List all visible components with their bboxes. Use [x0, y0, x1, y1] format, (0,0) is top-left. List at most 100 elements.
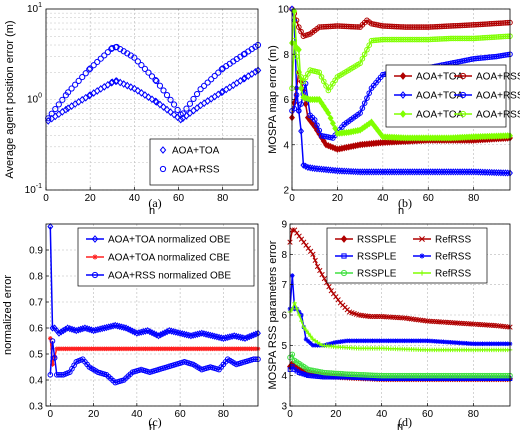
data-point	[156, 100, 164, 109]
data-point	[364, 95, 370, 101]
legend-label: AOA+TOA normalized CBE	[108, 253, 230, 264]
data-point	[157, 331, 164, 339]
data-point	[326, 284, 332, 290]
data-point	[200, 99, 208, 108]
legend-item: RefRSS	[413, 269, 471, 280]
data-point	[296, 233, 302, 239]
data-point	[345, 167, 352, 175]
data-point	[370, 168, 377, 176]
data-point	[366, 42, 373, 49]
y-tick-label: 0.7	[29, 298, 43, 309]
legend-item: AOA+TOA	[394, 110, 464, 121]
data-point	[75, 326, 82, 334]
data-point	[79, 73, 86, 81]
data-point	[328, 341, 334, 346]
data-point	[366, 168, 373, 176]
data-point	[359, 105, 366, 111]
data-point	[402, 168, 409, 176]
data-point	[366, 90, 373, 96]
legend: RSSPLE RefRSS RSSPLE RefRSS RSSPLE RefRSS	[326, 227, 488, 284]
x-tick-label: 0	[287, 409, 293, 420]
legend-item: AOA+RSS	[454, 72, 520, 83]
data-point	[436, 168, 443, 176]
data-point	[62, 325, 69, 333]
data-point	[163, 105, 171, 114]
legend-marker	[459, 72, 467, 80]
legend-item: RefRSS	[413, 235, 471, 246]
legend-label: RefRSS	[435, 252, 471, 263]
data-point	[48, 336, 53, 341]
x-axis-label: n	[397, 421, 403, 431]
legend-marker	[91, 271, 99, 279]
data-point	[196, 330, 203, 338]
data-point	[316, 127, 323, 134]
data-point	[504, 169, 511, 177]
data-point	[452, 168, 459, 176]
x-tick-label: 20	[330, 409, 342, 420]
data-point	[153, 77, 160, 85]
y-tick-label: 8	[283, 50, 289, 61]
data-point	[311, 117, 318, 123]
data-point	[301, 239, 307, 245]
data-point	[336, 167, 343, 175]
data-point	[204, 97, 211, 105]
x-axis-label: n	[398, 205, 404, 217]
legend-marker	[159, 165, 167, 173]
data-point	[112, 77, 120, 86]
data-point	[488, 168, 495, 177]
legend-label: RefRSS	[435, 269, 471, 280]
data-point	[361, 100, 368, 106]
y-tick-label: 3	[281, 402, 287, 413]
y-tick-label: 2	[283, 186, 289, 197]
data-point	[49, 338, 56, 344]
legend-marker	[399, 91, 407, 99]
data-point	[312, 257, 318, 264]
data-point	[393, 168, 400, 176]
data-point	[372, 313, 378, 320]
y-tick-label: 4	[283, 140, 289, 151]
data-point	[305, 245, 311, 251]
data-point	[62, 105, 70, 114]
data-point	[51, 355, 58, 361]
legend-marker	[459, 110, 467, 118]
legend-marker	[459, 91, 467, 99]
data-point	[55, 110, 63, 119]
legend: AOA+TOA AOA+RSS AOA+TOA AOA+RSS AOA+TOA AOA+R…	[385, 64, 520, 128]
legend-marker	[92, 254, 98, 260]
data-point	[463, 168, 470, 176]
data-point	[325, 109, 332, 117]
data-point	[427, 168, 434, 176]
x-tick-label: 80	[217, 193, 229, 204]
data-point	[316, 69, 323, 76]
data-point	[47, 372, 54, 378]
legend-label: AOA+RSS	[476, 91, 520, 102]
data-point	[78, 95, 86, 104]
data-point	[357, 60, 363, 67]
data-point	[177, 115, 184, 124]
data-point	[395, 168, 402, 176]
x-axis-label: n	[149, 421, 155, 431]
data-point	[64, 89, 72, 96]
data-point	[73, 327, 80, 335]
data-point	[155, 332, 162, 340]
data-point	[295, 107, 302, 115]
data-point	[454, 168, 461, 176]
legend-label: AOA+TOA	[172, 146, 220, 157]
data-point	[208, 76, 215, 83]
data-point	[361, 168, 368, 176]
data-point	[445, 168, 452, 176]
data-point	[47, 223, 54, 231]
data-point	[148, 95, 156, 104]
data-point	[341, 167, 348, 175]
data-point	[294, 230, 300, 236]
y-tick-label: 0.6	[29, 324, 43, 335]
data-point	[296, 309, 302, 315]
data-point	[339, 167, 345, 175]
data-point	[134, 58, 141, 65]
data-point	[335, 297, 341, 303]
data-point	[361, 51, 368, 58]
data-point	[450, 168, 457, 176]
data-point	[229, 332, 235, 340]
series-5	[287, 300, 513, 353]
x-tick-label: 40	[377, 193, 389, 204]
